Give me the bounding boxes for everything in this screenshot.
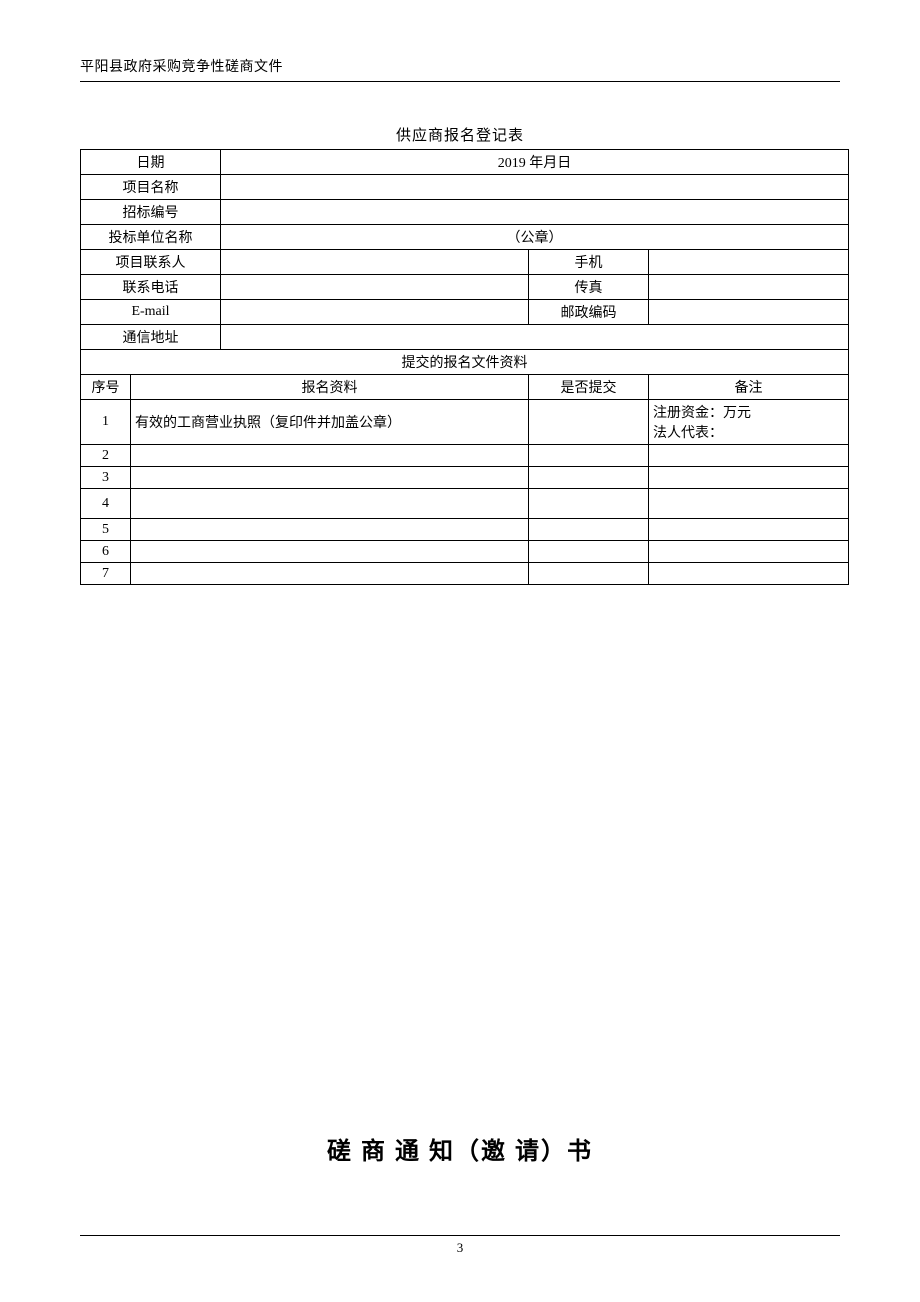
item-material: 有效的工商营业执照（复印件并加盖公章） [131,400,529,445]
row-bidder-label: 投标单位名称 [81,225,221,250]
row-address-label: 通信地址 [81,325,221,350]
row-address-value [221,325,849,350]
item-material [131,541,529,563]
item-note [649,445,849,467]
item-material [131,467,529,489]
row-contact-label: 项目联系人 [81,250,221,275]
item-note [649,563,849,585]
item-note [649,489,849,519]
row-bidno-label: 招标编号 [81,200,221,225]
row-contact-value [221,250,529,275]
page-number: 3 [80,1240,840,1256]
row-email-label: E-mail [81,300,221,325]
item-seq: 4 [81,489,131,519]
registration-form: 日期 2019 年月日 项目名称 招标编号 投标单位名称 （公章） 项目联系人 … [80,149,849,585]
item-seq: 3 [81,467,131,489]
row-fax-label: 传真 [529,275,649,300]
row-fax-value [649,275,849,300]
row-date-label: 日期 [81,150,221,175]
table-title: 供应商报名登记表 [80,124,840,145]
row-project-label: 项目名称 [81,175,221,200]
item-submitted [529,519,649,541]
row-postcode-label: 邮政编码 [529,300,649,325]
row-mobile-value [649,250,849,275]
footer-rule [80,1235,840,1236]
item-material [131,445,529,467]
item-submitted [529,445,649,467]
row-email-value [221,300,529,325]
row-project-value [221,175,849,200]
row-bidder-value: （公章） [221,225,849,250]
item-seq: 5 [81,519,131,541]
header-text: 平阳县政府采购竞争性磋商文件 [80,56,840,80]
item-note [649,467,849,489]
item-note [649,541,849,563]
item-material [131,563,529,585]
header-rule [80,81,840,82]
item-seq: 2 [81,445,131,467]
item-submitted [529,563,649,585]
item-seq: 7 [81,563,131,585]
page-header: 平阳县政府采购竞争性磋商文件 [80,50,840,82]
item-submitted [529,467,649,489]
row-phone-value [221,275,529,300]
item-note [649,519,849,541]
item-submitted [529,489,649,519]
item-material [131,519,529,541]
row-postcode-value [649,300,849,325]
row-mobile-label: 手机 [529,250,649,275]
section-title: 磋 商 通 知（邀 请）书 [0,1131,920,1166]
item-material [131,489,529,519]
col-material: 报名资料 [131,375,529,400]
col-submitted: 是否提交 [529,375,649,400]
item-submitted [529,400,649,445]
row-date-value: 2019 年月日 [221,150,849,175]
row-bidno-value [221,200,849,225]
col-note: 备注 [649,375,849,400]
item-seq: 1 [81,400,131,445]
row-phone-label: 联系电话 [81,275,221,300]
col-seq: 序号 [81,375,131,400]
page-footer: 3 [80,1235,840,1256]
section-header: 提交的报名文件资料 [81,350,849,375]
item-seq: 6 [81,541,131,563]
item-note: 注册资金：万元 法人代表： [649,400,849,445]
item-submitted [529,541,649,563]
